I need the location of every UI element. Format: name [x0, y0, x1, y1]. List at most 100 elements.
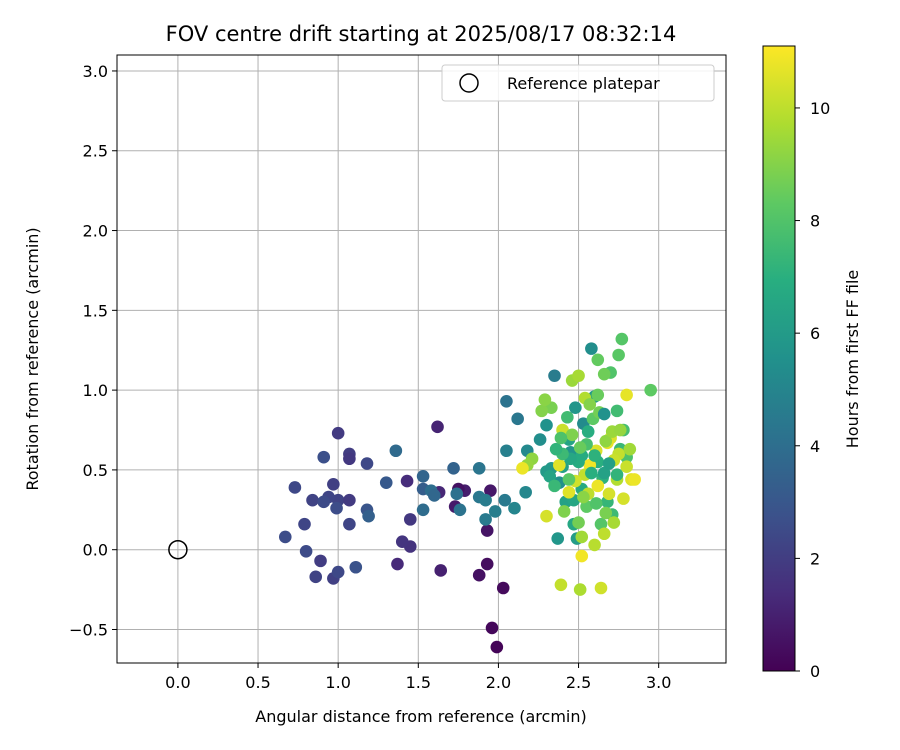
scatter-point — [317, 450, 331, 464]
x-tick-label: 1.0 — [325, 673, 350, 692]
scatter-point — [391, 557, 404, 571]
scatter-point — [434, 564, 448, 577]
scatter-point — [551, 532, 565, 545]
scatter-point — [288, 481, 302, 494]
y-tick-label: 2.0 — [83, 222, 108, 241]
legend-box — [441, 64, 715, 102]
y-tick-label: 1.0 — [83, 381, 108, 400]
scatter-point — [588, 449, 601, 462]
colorbar-tick-label: 10 — [810, 99, 830, 118]
scatter-point — [431, 420, 444, 434]
scatter-point — [299, 544, 313, 558]
scatter-point — [548, 479, 561, 493]
colorbar-tick-label: 0 — [810, 662, 820, 681]
scatter-point — [400, 474, 414, 488]
x-tick-label: 2.0 — [486, 673, 511, 692]
y-tick-label: 3.0 — [83, 62, 108, 81]
scatter-point — [573, 583, 587, 596]
scatter-point — [557, 505, 571, 518]
scatter-point — [585, 342, 598, 355]
scatter-point — [613, 423, 627, 437]
y-tick-label: −0.5 — [69, 620, 108, 639]
scatter-point — [569, 401, 582, 414]
scatter-point — [562, 473, 576, 486]
scatter-point — [554, 431, 568, 445]
scatter-point — [327, 477, 340, 491]
scatter-point — [480, 557, 494, 571]
scatter-point — [306, 493, 319, 507]
scatter-point — [602, 487, 616, 501]
scatter-point — [331, 426, 345, 440]
scatter-point — [610, 468, 624, 481]
scatter-point — [488, 505, 502, 518]
y-axis-label: Rotation from reference (arcmin) — [23, 227, 42, 490]
legend-label: Reference platepar — [507, 74, 660, 93]
scatter-point — [453, 503, 467, 517]
scatter-point — [581, 425, 595, 438]
scatter-point — [278, 530, 292, 544]
scatter-point — [602, 457, 616, 470]
scatter-point — [500, 394, 513, 408]
scatter-point — [343, 452, 356, 466]
scatter-point — [577, 490, 590, 504]
plot-frame — [116, 54, 727, 664]
scatter-point — [575, 530, 589, 544]
scatter-point — [599, 434, 613, 448]
scatter-point — [317, 495, 331, 509]
scatter-point — [585, 466, 598, 480]
y-axis-ticks: −0.5 0.0 0.5 1.0 1.5 2.0 2.5 3.0 — [69, 62, 117, 639]
x-tick-label: 2.5 — [566, 673, 591, 692]
scatter-point — [533, 433, 547, 446]
scatter-point — [623, 442, 637, 456]
scatter-point — [519, 485, 532, 499]
scatter-point — [538, 393, 552, 406]
scatter-point — [508, 501, 521, 515]
scatter-point — [298, 517, 311, 531]
x-tick-label: 1.5 — [406, 673, 431, 692]
x-tick-label: 0.0 — [165, 673, 190, 692]
reference-platepar-marker — [168, 539, 188, 560]
scatter-point — [472, 462, 486, 475]
scatter-point — [330, 501, 343, 515]
scatter-point — [554, 578, 568, 592]
y-tick-label: 1.5 — [83, 301, 108, 320]
scatter-point — [484, 484, 497, 497]
scatter-point — [450, 487, 464, 501]
scatter-point — [583, 398, 597, 411]
colorbar: 0 2 4 6 8 10 Hours from first FF file — [762, 45, 862, 681]
scatter-point — [403, 513, 417, 526]
scatter-point — [553, 458, 566, 472]
scatter-point — [594, 517, 608, 531]
scatter-point — [591, 388, 605, 402]
scatter-point — [599, 506, 613, 520]
scatter-point — [479, 513, 492, 526]
scatter-point — [597, 407, 611, 421]
scatter-point — [594, 581, 608, 595]
scatter-point — [607, 516, 621, 529]
scatter-point — [309, 570, 323, 584]
scatter-point — [549, 442, 563, 456]
y-tick-label: 2.5 — [83, 142, 108, 161]
scatter-point — [620, 460, 633, 474]
scatter-point — [573, 441, 587, 454]
chart-title: FOV centre drift starting at 2025/08/17 … — [166, 22, 677, 46]
scatter-point — [314, 554, 327, 568]
scatter-point — [500, 444, 513, 458]
x-axis-label: Angular distance from reference (arcmin) — [255, 707, 586, 726]
scatter-point — [612, 348, 625, 362]
scatter-point — [572, 516, 585, 529]
scatter-point — [543, 469, 557, 483]
scatter-point — [588, 538, 601, 552]
scatter-point — [479, 493, 492, 507]
scatter-point — [620, 388, 633, 402]
y-tick-label: 0.0 — [83, 541, 108, 560]
scatter-point — [575, 549, 589, 563]
y-tick-label: 0.5 — [83, 461, 108, 480]
scatter-point — [562, 485, 576, 499]
scatter-point — [516, 462, 529, 475]
scatter-point — [349, 560, 363, 574]
legend-marker — [459, 73, 479, 93]
colorbar-tick-label: 8 — [810, 212, 820, 231]
scatter-point — [540, 418, 553, 432]
